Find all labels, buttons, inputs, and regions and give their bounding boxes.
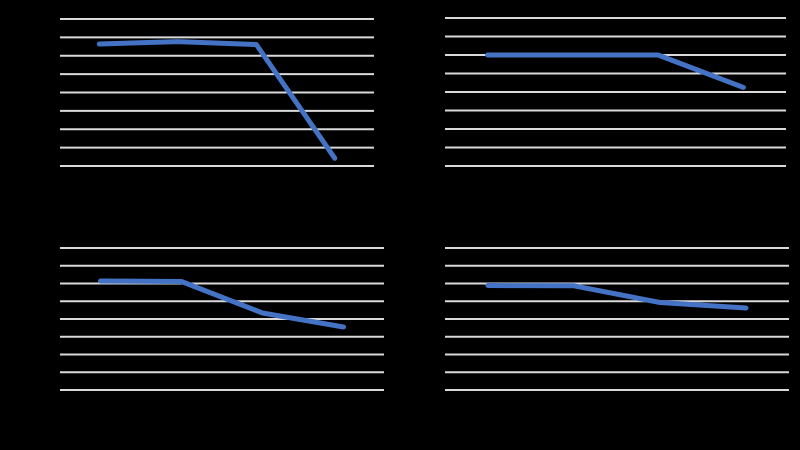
data-series-line [485,283,749,311]
chart-bottom-left [60,247,384,391]
chart-top-right [445,17,786,167]
chart-top-left [60,18,374,167]
data-series-line [485,52,746,90]
chart-bottom-right [445,247,789,391]
data-series-line [98,278,346,330]
data-series-line [96,39,338,161]
